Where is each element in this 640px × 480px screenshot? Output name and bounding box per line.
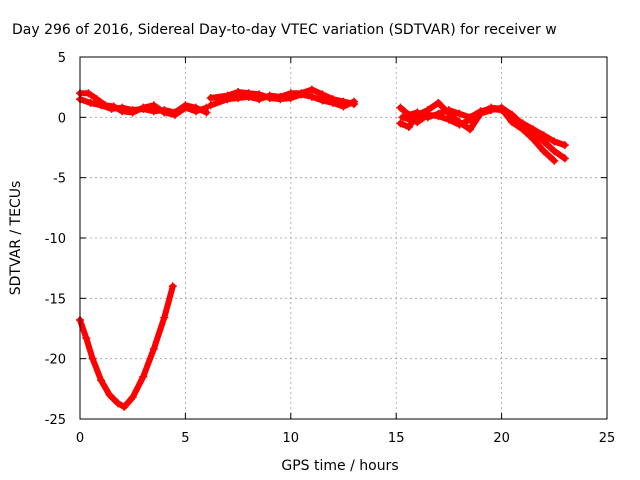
data-point-marker: [255, 90, 264, 99]
y-axis-label: SDTVAR / TECUs: [8, 181, 24, 296]
data-point-marker: [160, 108, 169, 117]
data-point-marker: [118, 107, 127, 116]
data-point-marker: [396, 103, 405, 112]
data-point-marker: [149, 345, 158, 354]
y-tick-label: -20: [45, 353, 66, 368]
data-point-marker: [497, 104, 506, 113]
data-point-marker: [539, 137, 548, 146]
data-point-marker: [487, 103, 496, 112]
data-point-marker: [223, 91, 232, 100]
data-point-marker: [413, 110, 422, 119]
data-point-marker: [84, 89, 93, 98]
data-point-marker: [350, 97, 359, 106]
series-8: [398, 103, 559, 165]
data-point-marker: [86, 98, 95, 107]
data-point-marker: [82, 334, 91, 343]
data-point-marker: [476, 108, 485, 117]
series-4: [206, 87, 359, 111]
data-point-marker: [160, 313, 169, 322]
series-line: [77, 90, 210, 118]
series-line: [77, 283, 176, 410]
data-point-marker: [113, 399, 122, 408]
data-point-marker: [529, 135, 538, 144]
data-point-marker: [465, 115, 474, 124]
data-point-marker: [413, 118, 422, 127]
series-2: [76, 89, 211, 119]
axis-tick-labels: 0 5 10 15 20 25 5 0 -5 -10 -15 -20 -25: [45, 51, 616, 446]
data-point-marker: [92, 95, 101, 104]
data-point-marker: [128, 108, 137, 117]
data-point-marker: [206, 101, 215, 110]
data-point-marker: [101, 101, 110, 110]
x-tick-label: 5: [181, 431, 189, 446]
data-point-marker: [109, 102, 118, 111]
data-point-marker: [181, 103, 190, 112]
data-point-marker: [307, 92, 316, 101]
x-tick-label: 15: [388, 431, 405, 446]
data-point-marker: [276, 95, 285, 104]
y-tick-label: -25: [45, 413, 66, 428]
x-tick-label: 20: [493, 431, 510, 446]
series-5: [76, 282, 177, 411]
y-tick-label: 0: [58, 111, 66, 126]
data-point-marker: [286, 94, 295, 103]
axis-ticks: [79, 56, 608, 420]
data-point-marker: [191, 107, 200, 116]
data-point-marker: [434, 98, 443, 107]
data-point-marker: [170, 110, 179, 119]
data-point-marker: [560, 154, 569, 163]
data-point-marker: [297, 90, 306, 99]
data-point-marker: [139, 103, 148, 112]
data-point-marker: [396, 119, 405, 128]
data-point-marker: [328, 98, 337, 107]
data-point-marker: [539, 147, 548, 156]
y-tick-label: 5: [58, 51, 66, 66]
y-tick-label: -15: [45, 292, 66, 307]
chart-title: Day 296 of 2016, Sidereal Day-to-day VTE…: [12, 22, 557, 38]
data-point-marker: [97, 376, 106, 385]
data-point-marker: [404, 122, 413, 131]
data-point-marker: [508, 118, 517, 127]
data-point-marker: [265, 94, 274, 103]
data-point-marker: [120, 402, 129, 411]
data-point-marker: [529, 127, 538, 136]
data-point-marker: [560, 141, 569, 150]
x-tick-label: 25: [599, 431, 616, 446]
data-point-marker: [168, 282, 177, 291]
data-point-marker: [465, 125, 474, 134]
data-point-marker: [307, 85, 316, 94]
data-point-marker: [206, 94, 215, 103]
data-point-marker: [423, 110, 432, 119]
data-point-marker: [234, 87, 243, 96]
data-point-marker: [88, 354, 97, 363]
y-tick-label: -10: [45, 232, 66, 247]
data-point-marker: [550, 147, 559, 156]
data-point-marker: [455, 120, 464, 129]
x-tick-label: 10: [283, 431, 300, 446]
data-point-marker: [434, 112, 443, 121]
x-axis-label: GPS time / hours: [281, 458, 398, 474]
data-point-marker: [455, 109, 464, 118]
data-point-marker: [244, 89, 253, 98]
data-point-marker: [444, 115, 453, 124]
data-point-marker: [128, 393, 137, 402]
data-point-marker: [398, 113, 407, 122]
x-tick-label: 0: [76, 431, 84, 446]
data-point-marker: [518, 125, 527, 134]
y-tick-label: -5: [53, 172, 66, 187]
data-point-marker: [550, 137, 559, 146]
data-point-marker: [149, 101, 158, 110]
data-point-marker: [550, 156, 559, 165]
data-point-marker: [105, 390, 114, 399]
data-point-marker: [139, 372, 148, 381]
data-point-marker: [339, 102, 348, 111]
data-point-marker: [318, 96, 327, 105]
data-series: [76, 85, 569, 411]
